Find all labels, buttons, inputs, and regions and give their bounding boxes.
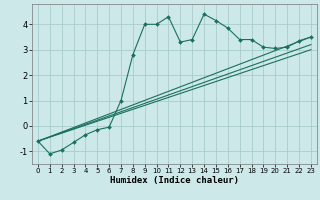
- X-axis label: Humidex (Indice chaleur): Humidex (Indice chaleur): [110, 176, 239, 185]
